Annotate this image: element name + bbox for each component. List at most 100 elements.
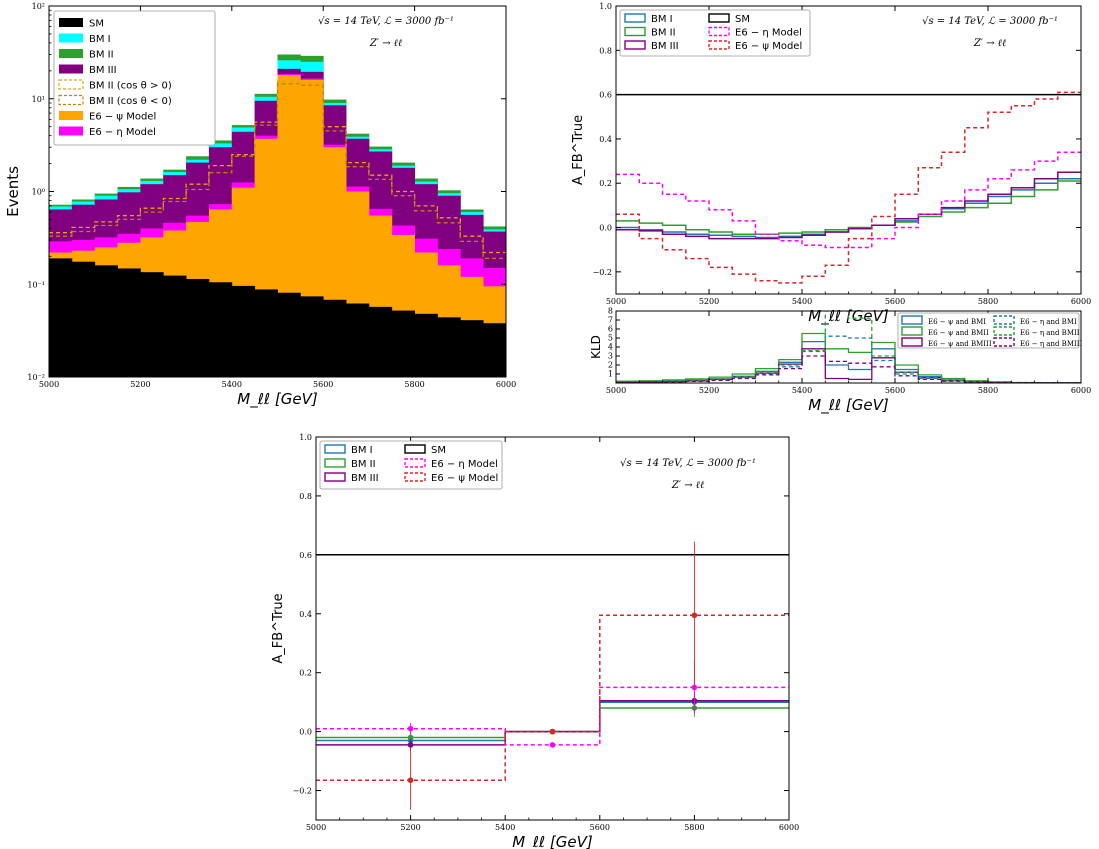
x-tick-label: 5400 — [495, 823, 515, 832]
bar-sm — [254, 289, 278, 377]
x-tick-label: 5600 — [885, 297, 905, 306]
data-point — [407, 734, 414, 741]
legend-swatch — [59, 111, 83, 120]
bar-sm — [208, 282, 233, 377]
bar-sm — [460, 320, 484, 377]
legend-label: BM II — [651, 28, 676, 39]
step-line-e6-and-bmiii-dashed — [616, 355, 1081, 383]
legend-swatch — [708, 40, 730, 50]
legend-swatch — [324, 444, 346, 454]
legend-label: E6 − η Model — [431, 459, 498, 470]
step-line-bm-ii — [616, 180, 1081, 235]
dashed-step-series-2 — [49, 83, 506, 260]
legend-box — [319, 440, 503, 490]
y-tick-label: 4 — [608, 343, 613, 352]
legend-label: SM — [89, 19, 104, 30]
legend-label: E6 − η and BMI — [1020, 318, 1077, 326]
process-annotation: Z′ → ℓℓ — [369, 38, 402, 49]
legend-swatch-dashed — [58, 79, 84, 90]
bar-sm — [94, 265, 118, 377]
legend-label: BM III — [351, 473, 379, 484]
bar-sm — [437, 317, 461, 377]
step-line-e6-model-dashed — [316, 614, 789, 781]
y-tick-label: 5 — [608, 334, 613, 343]
x-tick-label: 5200 — [130, 380, 150, 389]
bar-sm — [231, 285, 256, 377]
y-tick-label: 10² — [32, 2, 45, 11]
y-tick-label: 0.6 — [599, 91, 612, 100]
legend-swatch — [901, 315, 923, 325]
data-point — [549, 742, 556, 748]
bar-sm — [300, 296, 324, 377]
legend-swatch — [993, 315, 1015, 325]
x-tick-label: 5200 — [699, 386, 719, 395]
y-tick-label: 10⁻¹ — [27, 280, 45, 289]
y-tick-label: −0.2 — [593, 268, 612, 277]
legend-label: BM III — [89, 65, 117, 76]
legend-label: E6 − η and BMII — [1020, 329, 1080, 337]
legend-label: E6 − ψ and BMII — [928, 329, 989, 337]
y-tick-label: 1 — [608, 370, 613, 379]
legend-label: BM I — [351, 445, 373, 456]
bar-sm — [483, 323, 507, 377]
legend-label: BM I — [651, 14, 673, 25]
x-tick-label: 5400 — [792, 297, 812, 306]
y-tick-label: 1.0 — [299, 433, 312, 442]
bar-sm — [186, 278, 210, 377]
x-tick-label: 6000 — [1071, 297, 1091, 306]
y-tick-label: 10⁰ — [32, 188, 45, 197]
x-tick-label: 5800 — [978, 386, 998, 395]
process-annotation: Z′ → ℓℓ — [671, 480, 704, 491]
energy-luminosity-annotation: √s = 14 TeV, ℒ = 3000 fb⁻¹ — [318, 16, 454, 27]
step-line-e6-model-dashed — [616, 91, 1081, 284]
legend-swatch — [624, 13, 646, 23]
x-tick-label: 5800 — [404, 380, 424, 389]
x-tick-label: 5400 — [792, 386, 812, 395]
legend-swatch — [59, 18, 83, 27]
legend-label: BM III — [651, 41, 679, 52]
legend-swatch-dashed — [58, 94, 84, 106]
energy-luminosity-annotation: √s = 14 TeV, ℒ = 3000 fb⁻¹ — [922, 16, 1058, 27]
legend-swatch — [901, 326, 923, 336]
process-annotation: Z′ → ℓℓ — [973, 38, 1006, 49]
legend-swatch — [59, 64, 83, 74]
legend-swatch — [404, 472, 426, 482]
y-tick-label: 0.8 — [599, 46, 612, 55]
legend-label: E6 − ψ Model — [735, 41, 802, 52]
legend-label: E6 − ψ and BMI — [928, 318, 986, 326]
x-tick-label: 5800 — [684, 823, 704, 832]
legend-label: E6 − ψ Model — [431, 473, 498, 484]
step-line-bm-iii — [616, 171, 1081, 240]
y-tick-label: 0.0 — [299, 728, 312, 737]
y-tick-label: 0.4 — [599, 135, 612, 144]
y-tick-label: 7 — [608, 316, 613, 325]
data-point — [407, 777, 414, 784]
legend-label: E6 − η and BMIII — [1020, 340, 1083, 348]
x-axis-label: M_ℓℓ [GeV] — [808, 396, 889, 415]
bar-sm — [140, 272, 164, 377]
y-tick-label: 3 — [608, 352, 613, 361]
bar-sm — [414, 313, 438, 377]
x-tick-label: 5600 — [313, 380, 333, 389]
bar-sm — [346, 303, 370, 377]
data-point — [407, 725, 414, 732]
step-line-e6-model-dashed — [316, 686, 789, 746]
x-axis-label: M_ℓℓ [GeV] — [237, 390, 318, 409]
y-tick-label: 6 — [608, 325, 613, 334]
energy-luminosity-annotation: √s = 14 TeV, ℒ = 3000 fb⁻¹ — [620, 458, 756, 469]
legend-label: BM II (cos θ > 0) — [89, 81, 172, 92]
x-tick-label: 5000 — [606, 297, 626, 306]
legend-box — [53, 10, 216, 146]
y-tick-label: 0.4 — [299, 610, 312, 619]
plot-frame — [315, 436, 790, 821]
y-axis-label: A_FB^True — [271, 593, 286, 663]
x-tick-label: 6000 — [496, 380, 516, 389]
y-tick-label: 0.8 — [299, 492, 312, 501]
legend-swatch — [404, 444, 426, 454]
legend-swatch — [324, 458, 346, 468]
dashed-step-series-1 — [49, 80, 506, 254]
y-tick-label: 0.0 — [599, 224, 612, 233]
x-tick-label: 5800 — [978, 297, 998, 306]
